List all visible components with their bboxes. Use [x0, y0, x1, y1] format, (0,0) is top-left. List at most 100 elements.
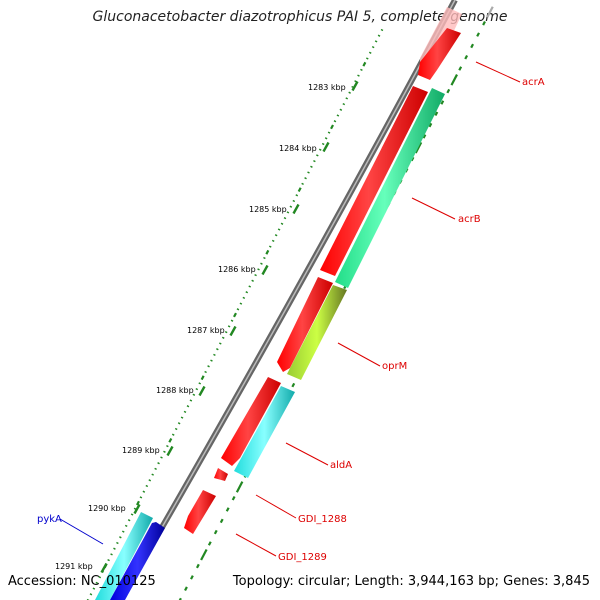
outer-tick-mark — [307, 171, 310, 174]
outer-tick-mark — [304, 177, 307, 180]
gene-label-GDI_1289: GDI_1289 — [278, 552, 327, 563]
inner-tick-mark — [190, 575, 194, 580]
outer-tick-mark — [121, 530, 125, 533]
outer-tick-mark — [251, 279, 254, 282]
inner-tick-mark — [225, 507, 230, 512]
outer-tick-mark — [333, 120, 337, 123]
outer-tick-mark — [360, 68, 363, 72]
outer-tick-mark — [168, 437, 173, 443]
inner-tick-mark — [414, 141, 423, 154]
outer-tick-mark — [127, 519, 131, 522]
outer-tick-mark — [192, 393, 196, 396]
outer-tick-mark — [216, 348, 219, 351]
outer-tick-mark — [263, 256, 266, 260]
outer-tick-mark — [189, 399, 193, 402]
outer-tick-mark — [230, 319, 234, 322]
kbp-major-tick — [133, 503, 141, 515]
outer-tick-mark — [268, 245, 272, 248]
outer-tick-mark — [227, 325, 231, 328]
outer-tick-mark — [160, 456, 163, 459]
gene-label-pykA: pykA — [37, 514, 62, 525]
inner-tick-mark — [422, 134, 427, 139]
outer-tick-mark — [316, 154, 319, 157]
inner-tick-mark — [458, 66, 463, 71]
inner-tick-mark — [476, 32, 480, 37]
gene-acrB-cog — [335, 88, 445, 288]
outer-tick-mark — [154, 467, 157, 471]
outer-tick-mark — [198, 382, 202, 385]
outer-tick-mark — [327, 131, 331, 134]
gene-oprM-cog — [287, 285, 347, 380]
outer-tick-mark — [213, 353, 216, 357]
inner-tick-mark — [231, 495, 236, 501]
kbp-tick-label: 1285 kbp — [249, 205, 287, 214]
kbp-tick-label: 1287 kbp — [187, 326, 225, 335]
outer-tick-mark — [200, 375, 205, 381]
outer-tick-mark — [321, 142, 325, 146]
kbp-tick-label: 1286 kbp — [218, 265, 256, 274]
outer-tick-mark — [148, 479, 152, 482]
outer-tick-mark — [365, 57, 369, 60]
outer-tick-mark — [362, 61, 367, 67]
outer-tick-mark — [318, 148, 322, 151]
outer-tick-mark — [280, 222, 284, 225]
outer-tick-mark — [139, 496, 143, 499]
outer-tick-mark — [119, 536, 122, 539]
outer-tick-mark — [374, 40, 378, 43]
kbp-tick-label: 1283 kbp — [308, 83, 346, 92]
outer-tick-mark — [286, 211, 290, 214]
gene-GDI_1289[interactable] — [184, 490, 216, 534]
outer-tick-mark — [110, 553, 113, 556]
inner-tick-mark — [207, 541, 212, 546]
outer-tick-mark — [186, 405, 190, 408]
outer-tick-mark — [274, 234, 278, 237]
map-title: Gluconacetobacter diazotrophicus PAI 5, … — [92, 9, 508, 25]
outer-tick-mark — [342, 102, 346, 106]
inner-tick-mark — [446, 88, 451, 94]
kbp-major-tick — [351, 80, 359, 92]
outer-tick-mark — [89, 593, 93, 596]
outer-tick-mark — [207, 365, 210, 368]
inner-tick-mark — [428, 122, 433, 128]
outer-tick-mark — [295, 194, 299, 197]
outer-tick-mark — [151, 473, 154, 476]
outer-tick-mark — [136, 500, 140, 506]
outer-tick-mark — [339, 108, 343, 111]
outer-tick-mark — [265, 249, 270, 255]
gene-acrB[interactable] — [320, 86, 428, 276]
outer-tick-mark — [221, 336, 225, 339]
outer-tick-mark — [145, 484, 149, 488]
gene-label-aldA: aldA — [330, 460, 352, 471]
genome-backbone — [117, 0, 458, 600]
gene-GDI_1288[interactable] — [214, 468, 228, 481]
gene-pykA[interactable] — [110, 522, 165, 600]
gene-label-acrA: acrA — [522, 77, 545, 88]
outer-tick-mark — [289, 205, 293, 208]
kbp-major-tick — [100, 562, 108, 574]
outer-tick-mark — [242, 296, 246, 300]
gene-aldA[interactable] — [221, 377, 281, 466]
outer-tick-mark — [310, 165, 313, 168]
outer-tick-mark — [204, 370, 207, 374]
outer-tick-mark — [210, 359, 213, 362]
outer-tick-mark — [330, 124, 334, 130]
outer-tick-mark — [245, 291, 249, 294]
outer-tick-mark — [257, 268, 260, 271]
kbp-tick-label: 1284 kbp — [279, 144, 317, 153]
outer-tick-mark — [377, 34, 381, 37]
gene-oprM[interactable] — [277, 277, 333, 372]
inner-tick-mark — [434, 111, 439, 117]
outer-tick-mark — [163, 450, 166, 453]
gene-acrA[interactable] — [418, 7, 462, 80]
kbp-tick-label: 1291 kbp — [55, 562, 93, 571]
topology-text: Topology: circular; Length: 3,944,163 bp… — [232, 574, 590, 589]
inner-tick-mark — [486, 6, 494, 18]
outer-tick-mark — [254, 273, 257, 277]
inner-tick-mark — [200, 548, 208, 561]
kbp-major-tick — [166, 445, 174, 457]
outer-tick-mark — [98, 576, 102, 579]
gene-aldA-cog — [234, 386, 295, 478]
outer-tick-mark — [183, 410, 187, 414]
outer-tick-mark — [345, 97, 349, 100]
